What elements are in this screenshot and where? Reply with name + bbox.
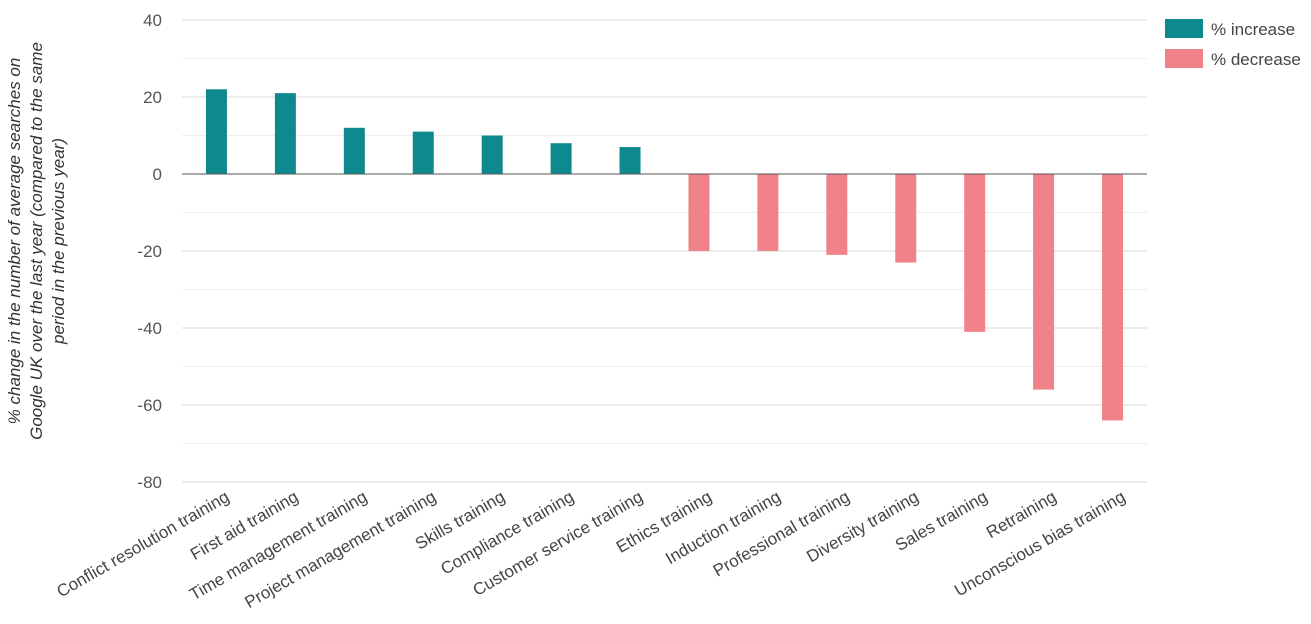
y-axis-label-line: Google UK over the last year (compared t… [27, 42, 46, 440]
bar-first-aid-training [274, 93, 296, 174]
legend-label: % decrease [1211, 50, 1301, 69]
bar-conflict-resolution-training [205, 89, 227, 174]
bar-retraining [1033, 174, 1055, 390]
bar-diversity-training [895, 174, 917, 263]
bar-professional-training [826, 174, 848, 255]
y-axis-ticks: 40 20 0 -20 -40 -60 -80 [137, 11, 162, 492]
y-axis-label-line: % change in the number of average search… [5, 58, 24, 425]
bar-ethics-training [688, 174, 710, 251]
legend-swatch [1165, 19, 1203, 38]
y-axis-label-line: period in the previous year) [49, 138, 68, 345]
bar-skills-training [481, 135, 503, 174]
y-tick-label: -80 [137, 473, 162, 492]
bar-unconscious-bias-training [1102, 174, 1124, 421]
bars [205, 89, 1124, 421]
y-tick-label: 20 [143, 88, 162, 107]
y-axis-label: % change in the number of average search… [5, 42, 68, 440]
bar-compliance-training [550, 143, 572, 174]
bar-sales-training [964, 174, 986, 332]
bar-project-management-training [412, 131, 434, 174]
y-tick-label: 0 [153, 165, 162, 184]
bar-customer-service-training [619, 147, 641, 174]
y-tick-label: -40 [137, 319, 162, 338]
y-tick-label: 40 [143, 11, 162, 30]
y-tick-label: -20 [137, 242, 162, 261]
legend: % increase % decrease [1165, 19, 1301, 69]
grid-lines [182, 19, 1147, 483]
bar-induction-training [757, 174, 779, 251]
legend-swatch [1165, 49, 1203, 68]
y-tick-label: -60 [137, 396, 162, 415]
bar-time-management-training [343, 127, 365, 174]
legend-label: % increase [1211, 20, 1295, 39]
